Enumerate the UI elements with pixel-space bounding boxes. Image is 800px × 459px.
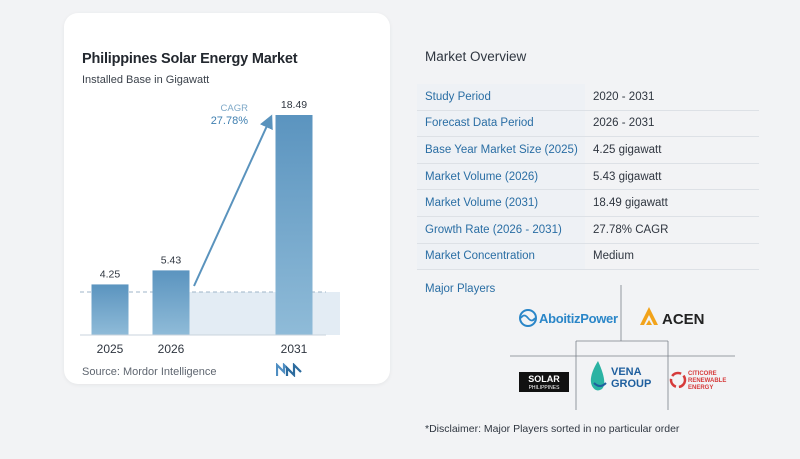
row-label: Growth Rate (2026 - 2031)	[417, 216, 585, 243]
mordor-logo-icon	[276, 363, 302, 377]
row-label: Study Period	[417, 84, 585, 110]
bar-2025	[91, 284, 129, 335]
table-row: Study Period 2020 - 2031	[417, 84, 759, 111]
chart-subtitle: Installed Base in Gigawatt	[82, 74, 210, 86]
value-label-2025: 4.25	[100, 268, 121, 280]
x-tick-2031: 2031	[281, 342, 308, 356]
table-row: Market Volume (2031) 18.49 gigawatt	[417, 190, 759, 217]
row-value: Medium	[593, 250, 634, 263]
chart-card: Philippines Solar Energy Market Installe…	[64, 13, 390, 384]
row-label: Market Concentration	[417, 243, 585, 270]
row-value: 2020 - 2031	[593, 90, 655, 103]
table-row: Market Volume (2026) 5.43 gigawatt	[417, 163, 759, 191]
row-value: 4.25 gigawatt	[593, 143, 662, 156]
overview-title: Market Overview	[425, 49, 527, 64]
major-players-title: Major Players	[425, 283, 496, 295]
table-row: Market Concentration Medium	[417, 243, 759, 271]
citicore-logo-text-line3: ENERGY	[688, 385, 713, 391]
value-label-2026: 5.43	[161, 254, 182, 266]
table-row: Base Year Market Size (2025) 4.25 gigawat…	[417, 137, 759, 164]
citicore-ring-icon	[669, 371, 687, 389]
solar-logo-text-line1: SOLAR	[528, 374, 560, 384]
vena-logo-text-line1: VENA	[611, 366, 642, 378]
cagr-label: CAGR	[221, 103, 249, 114]
row-value: 5.43 gigawatt	[593, 170, 662, 183]
solar-logo-text-line2: PHILIPPINES	[529, 385, 561, 391]
table-row: Growth Rate (2026 - 2031) 27.78% CAGR	[417, 216, 759, 244]
vena-logo-text-line2: GROUP	[611, 378, 651, 390]
bar-chart: CAGR 27.78% 4.25 2025 5.43 2026 18.49 2031	[80, 99, 340, 356]
row-label: Market Volume (2031)	[417, 190, 585, 216]
source-note: Source: Mordor Intelligence	[82, 366, 217, 378]
overview-table: Study Period 2020 - 2031 Forecast Data Pe…	[417, 84, 759, 271]
citicore-logo: CITICORE RENEWABLE ENERGY	[669, 371, 726, 391]
cagr-arrow	[193, 114, 273, 287]
aboitiz-logo-text: AboitizPower	[539, 311, 618, 326]
table-row: Forecast Data Period 2026 - 2031	[417, 110, 759, 138]
row-label: Forecast Data Period	[417, 110, 585, 137]
row-label: Market Volume (2026)	[417, 163, 585, 190]
row-value: 18.49 gigawatt	[593, 197, 668, 210]
row-value: 27.78% CAGR	[593, 223, 669, 236]
row-label: Base Year Market Size (2025)	[417, 137, 585, 163]
acen-logo: ACEN	[640, 307, 705, 328]
chart-title: Philippines Solar Energy Market	[82, 51, 298, 67]
x-tick-2026: 2026	[158, 342, 185, 356]
major-players-grid: AboitizPower ACEN SOLAR PHILIPPINES VENA…	[510, 285, 735, 410]
acen-logo-text: ACEN	[662, 311, 705, 328]
aboitiz-wave-icon	[519, 309, 537, 327]
acen-mark-icon	[640, 307, 658, 325]
row-value: 2026 - 2031	[593, 117, 655, 130]
x-tick-2025: 2025	[97, 342, 124, 356]
bar-2026	[152, 270, 190, 335]
cagr-value: 27.78%	[211, 115, 249, 127]
citicore-logo-text-line2: RENEWABLE	[688, 378, 726, 384]
solar-philippines-logo: SOLAR PHILIPPINES	[519, 372, 569, 392]
citicore-logo-text-line1: CITICORE	[688, 371, 717, 377]
bar-2031	[275, 115, 313, 335]
value-label-2031: 18.49	[281, 99, 307, 111]
vena-group-logo: VENA GROUP	[590, 361, 651, 391]
aboitiz-power-logo: AboitizPower	[519, 309, 618, 327]
disclaimer-note: *Disclaimer: Major Players sorted in no …	[425, 423, 680, 435]
